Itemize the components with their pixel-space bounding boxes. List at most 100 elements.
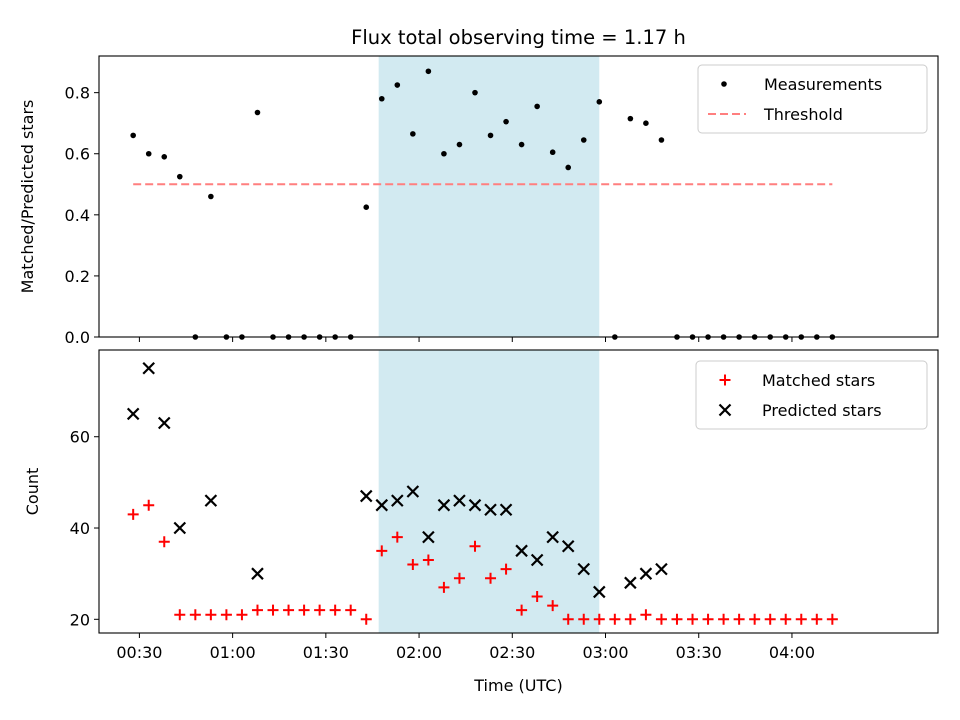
x-tick-label: 03:00 xyxy=(582,643,628,662)
predicted-star-point xyxy=(530,553,544,567)
matched-star-point xyxy=(578,613,590,625)
measurement-point xyxy=(378,95,385,102)
predicted-star-point xyxy=(453,494,466,507)
x-tick-label: 02:30 xyxy=(489,643,535,662)
measurement-point xyxy=(565,164,572,171)
legend-label: Threshold xyxy=(763,105,843,124)
legend-label: Measurements xyxy=(764,75,882,94)
matched-star-point xyxy=(345,604,357,616)
chart-title: Flux total observing time = 1.17 h xyxy=(351,26,686,49)
bottom-panel: 20 40 60 00:30 01:00 01:30 02:00 02:30 03:00 03:3… xyxy=(23,349,939,695)
matched-star-point xyxy=(189,609,201,621)
predicted-star-point xyxy=(406,485,420,498)
y-tick-label: 20 xyxy=(70,610,90,629)
measurement-point xyxy=(643,120,649,126)
y-tick-label: 0.0 xyxy=(65,328,90,347)
matched-star-point xyxy=(329,604,341,616)
y-tick-label: 0.8 xyxy=(65,84,90,103)
predicted-star-point xyxy=(157,416,171,430)
predicted-star-point xyxy=(204,494,218,507)
matched-star-point xyxy=(718,613,730,625)
matched-star-point xyxy=(376,545,388,557)
x-tick-label: 01:00 xyxy=(210,643,256,662)
matched-star-point xyxy=(516,604,528,616)
measurement-point xyxy=(161,153,168,160)
measurement-point xyxy=(487,132,494,139)
predicted-star-point xyxy=(126,407,140,421)
measurement-point xyxy=(425,68,432,75)
matched-star-point xyxy=(593,613,605,625)
measurement-point xyxy=(456,141,463,148)
matched-star-point xyxy=(609,613,621,625)
predicted-star-point xyxy=(499,503,513,517)
measurement-point xyxy=(254,109,261,116)
measurement-point xyxy=(176,173,183,180)
y-tick-label: 0.4 xyxy=(65,206,90,225)
matched-star-point xyxy=(251,604,263,616)
top-panel: 0.0 0.2 0.4 0.6 0.8 Flux total observing time… xyxy=(18,26,939,347)
legend-marker-measurements xyxy=(721,81,727,87)
predicted-star-point xyxy=(142,361,155,375)
y-tick-label: 0.6 xyxy=(65,145,90,164)
x-tick-label: 00:30 xyxy=(116,643,162,662)
matched-star-point xyxy=(407,559,419,571)
y-tick-label: 0.2 xyxy=(65,267,90,286)
predicted-star-point xyxy=(593,585,606,599)
matched-star-point xyxy=(780,613,792,625)
matched-star-point xyxy=(143,499,155,511)
matched-star-point xyxy=(764,613,776,625)
matched-star-point xyxy=(702,613,714,625)
measurement-point xyxy=(518,141,525,148)
matched-star-point xyxy=(174,609,186,621)
matched-star-point xyxy=(547,600,559,612)
shaded-interval xyxy=(378,56,600,337)
matched-star-point xyxy=(236,609,248,621)
matched-star-point xyxy=(640,609,652,621)
matched-star-point xyxy=(733,613,745,625)
matched-star-point xyxy=(826,613,838,625)
matched-star-point xyxy=(298,604,310,616)
matched-star-point xyxy=(283,604,295,616)
measurement-point xyxy=(394,82,401,88)
predicted-star-point xyxy=(639,567,653,580)
measurement-point xyxy=(596,99,603,105)
matched-star-point xyxy=(624,613,636,625)
measurement-point xyxy=(549,149,556,156)
measurement-point xyxy=(410,131,416,137)
measurement-point xyxy=(627,115,634,122)
matched-star-point xyxy=(469,540,481,552)
x-tick-label: 02:00 xyxy=(396,643,442,662)
matched-star-point xyxy=(500,563,512,575)
measurement-point xyxy=(208,193,214,200)
measurement-point xyxy=(534,103,540,110)
matched-star-point xyxy=(438,581,450,593)
matched-star-point xyxy=(687,613,699,625)
matched-star-point xyxy=(531,590,543,602)
legend-marker-matched xyxy=(719,374,731,386)
measurement-point xyxy=(130,132,136,139)
matched-star-point xyxy=(811,613,823,625)
predicted-star-point xyxy=(561,539,575,553)
matched-star-point xyxy=(795,613,807,625)
matched-star-point xyxy=(267,604,279,616)
predicted-star-point xyxy=(484,503,497,517)
matched-star-point xyxy=(749,613,761,625)
measurement-point xyxy=(580,137,587,143)
matched-star-point xyxy=(391,531,403,543)
matched-star-point xyxy=(220,609,232,621)
matched-star-point xyxy=(485,572,497,584)
y-axis-label: Matched/Predicted stars xyxy=(18,100,37,294)
measurement-point xyxy=(658,137,665,143)
legend-label: Predicted stars xyxy=(762,401,882,420)
matched-star-point xyxy=(127,508,139,520)
predicted-star-point xyxy=(375,498,389,512)
measurement-point xyxy=(472,89,478,96)
y-tick-label: 40 xyxy=(70,519,90,538)
x-tick-label: 03:30 xyxy=(676,643,722,662)
y-tick-label: 60 xyxy=(70,428,90,447)
matched-star-point xyxy=(562,613,574,625)
measurement-point xyxy=(441,150,447,157)
predicted-star-point xyxy=(468,498,482,512)
predicted-star-point xyxy=(359,489,373,503)
matched-star-point xyxy=(671,613,683,625)
